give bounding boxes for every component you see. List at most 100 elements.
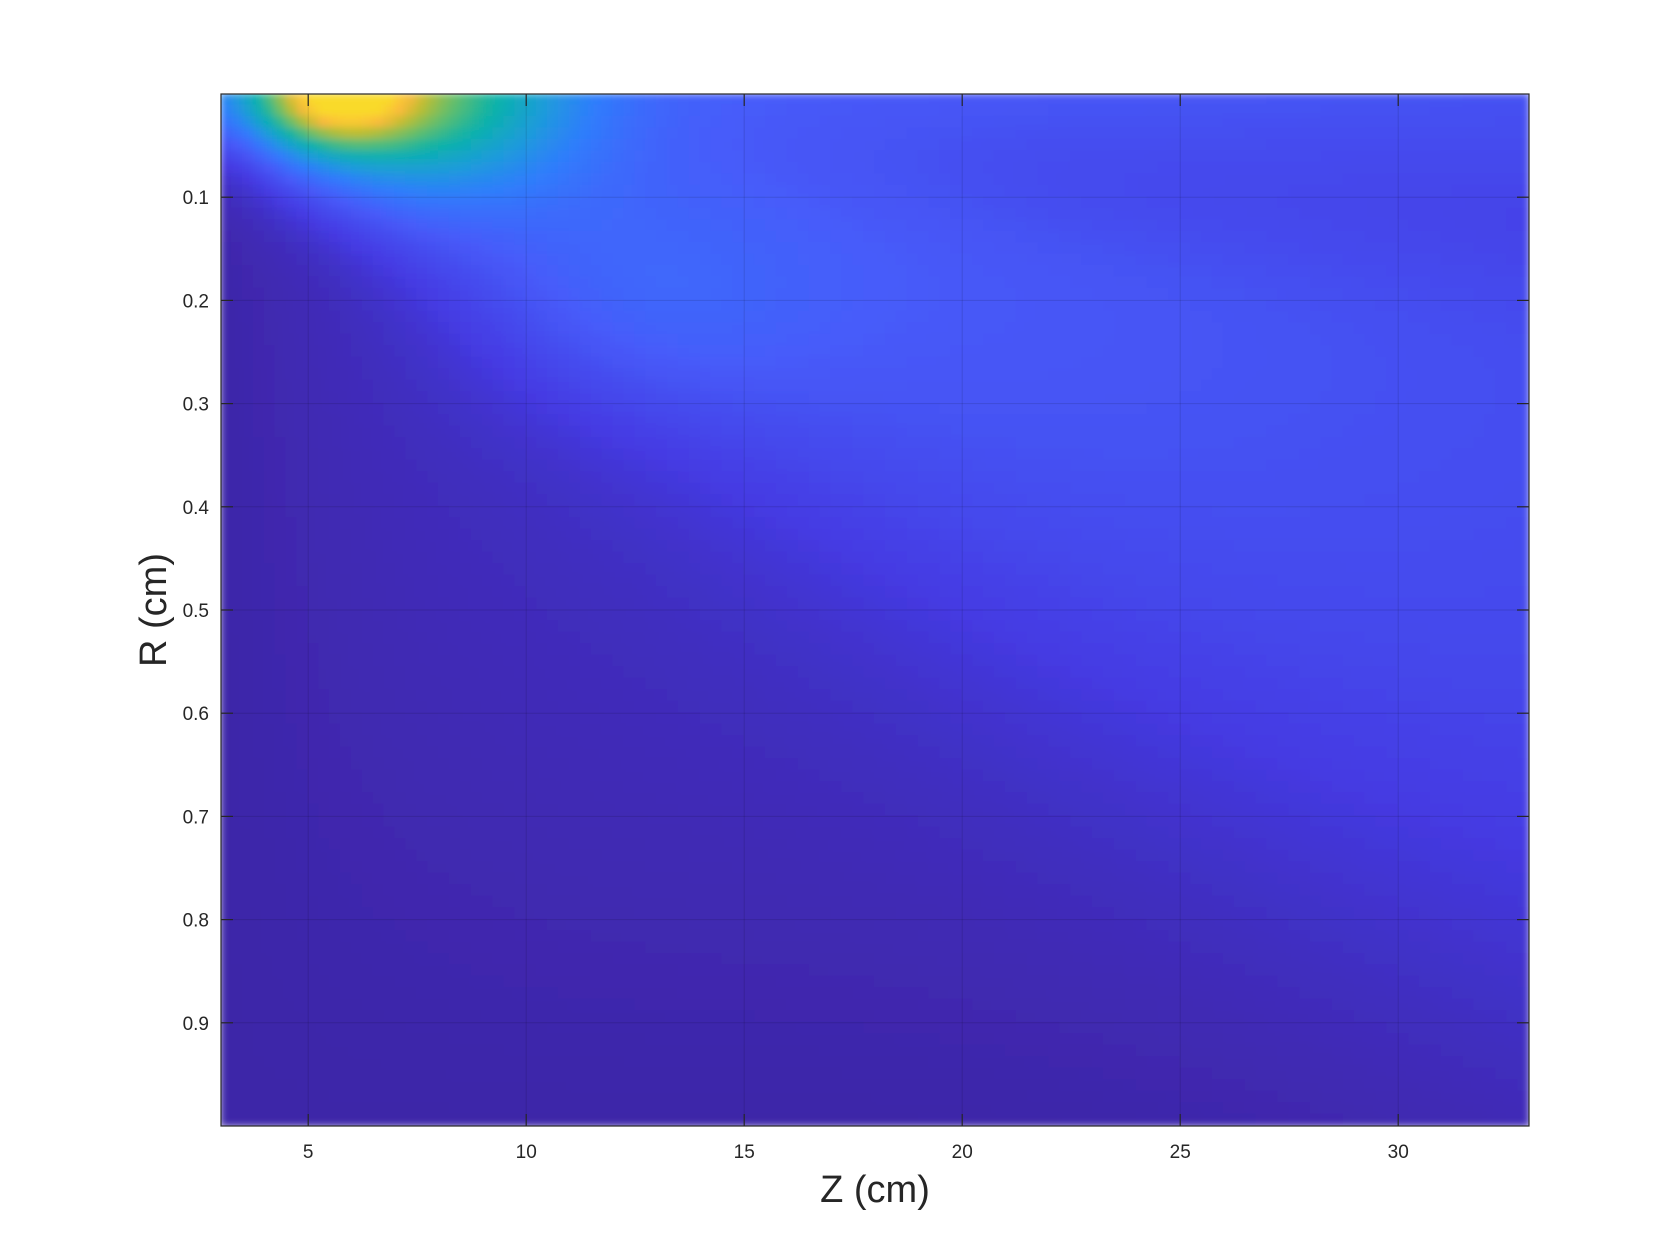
heatmap-cell bbox=[350, 150, 364, 164]
heatmap-cell bbox=[1299, 104, 1312, 118]
heatmap-cell bbox=[579, 276, 593, 290]
heatmap-cell bbox=[699, 276, 713, 290]
heatmap-cell bbox=[350, 265, 364, 279]
heatmap-cell bbox=[1495, 253, 1509, 267]
heatmap-cell bbox=[329, 127, 342, 141]
heatmap-cell bbox=[895, 138, 909, 153]
heatmap-cell bbox=[1201, 173, 1214, 187]
heatmap-cell bbox=[1026, 104, 1040, 118]
heatmap-cell bbox=[252, 115, 266, 130]
heatmap-cell bbox=[285, 150, 299, 164]
heatmap-cell bbox=[339, 242, 353, 256]
heatmap-cell bbox=[1266, 150, 1280, 164]
heatmap-cell bbox=[1113, 219, 1127, 233]
heatmap-cell bbox=[852, 94, 866, 107]
heatmap-cell bbox=[372, 161, 386, 176]
heatmap-cell bbox=[383, 173, 397, 187]
heatmap-cell bbox=[1517, 494, 1529, 508]
heatmap-cell bbox=[601, 219, 615, 233]
heatmap-cell bbox=[241, 230, 255, 245]
heatmap-cell bbox=[874, 265, 887, 279]
heatmap-cell bbox=[928, 184, 942, 199]
heatmap-cell bbox=[1375, 276, 1389, 290]
heatmap-cell bbox=[895, 230, 909, 245]
heatmap-cell bbox=[307, 287, 321, 302]
heatmap-cell bbox=[590, 276, 604, 290]
heatmap-cell bbox=[241, 207, 255, 222]
heatmap-cell bbox=[1244, 253, 1258, 267]
heatmap-cell bbox=[438, 104, 451, 118]
heatmap-cell bbox=[1201, 207, 1214, 222]
heatmap-cell bbox=[1364, 265, 1378, 279]
heatmap-cell bbox=[972, 127, 985, 141]
heatmap-cell bbox=[1484, 184, 1498, 199]
heatmap-cell bbox=[754, 138, 767, 153]
heatmap-cell bbox=[775, 161, 789, 176]
heatmap-cell bbox=[285, 287, 299, 302]
heatmap-cell bbox=[884, 127, 898, 141]
heatmap-cell bbox=[666, 104, 680, 118]
heatmap-cell bbox=[895, 94, 909, 107]
heatmap-cell bbox=[1277, 219, 1291, 233]
heatmap-cell bbox=[536, 138, 549, 153]
heatmap-cell bbox=[950, 230, 964, 245]
heatmap-cell bbox=[1244, 94, 1258, 107]
heatmap-cell bbox=[1517, 94, 1529, 107]
heatmap-cell bbox=[252, 253, 266, 267]
heatmap-cell bbox=[1397, 253, 1411, 267]
heatmap-cell bbox=[1157, 161, 1171, 176]
heatmap-cell bbox=[1266, 94, 1280, 107]
heatmap-cell bbox=[1124, 94, 1138, 107]
heatmap-cell bbox=[492, 127, 506, 141]
heatmap-cell bbox=[710, 150, 724, 164]
heatmap-cell bbox=[1244, 184, 1258, 199]
heatmap-cell bbox=[547, 242, 560, 256]
heatmap-cell bbox=[972, 150, 985, 164]
heatmap-cell bbox=[1429, 150, 1443, 164]
heatmap-cell bbox=[241, 94, 255, 107]
heatmap-cell bbox=[547, 253, 560, 267]
heatmap-cell bbox=[939, 161, 953, 176]
heatmap-cell bbox=[263, 138, 277, 153]
heatmap-cell bbox=[448, 253, 462, 267]
heatmap-cell bbox=[274, 184, 288, 199]
heatmap-cell bbox=[1092, 219, 1105, 233]
heatmap-cell bbox=[514, 276, 528, 290]
heatmap-cell bbox=[329, 265, 342, 279]
heatmap-cell bbox=[263, 161, 277, 176]
heatmap-cell bbox=[1517, 459, 1529, 474]
heatmap-cell bbox=[1135, 242, 1149, 256]
heatmap-cell bbox=[296, 219, 310, 233]
heatmap-cell bbox=[329, 138, 342, 153]
heatmap-cell bbox=[1419, 150, 1432, 164]
heatmap-cell bbox=[1440, 242, 1454, 256]
heatmap-cell bbox=[1375, 138, 1389, 153]
heatmap-cell bbox=[972, 265, 985, 279]
heatmap-cell bbox=[743, 230, 757, 245]
heatmap-cell bbox=[1092, 138, 1105, 153]
heatmap-cell bbox=[1048, 104, 1062, 118]
heatmap-cell bbox=[819, 265, 833, 279]
heatmap-cell bbox=[743, 196, 757, 210]
heatmap-cell bbox=[536, 276, 549, 290]
heatmap-cell bbox=[230, 184, 244, 199]
heatmap-cell bbox=[557, 219, 571, 233]
heatmap-cell bbox=[688, 242, 702, 256]
heatmap-cell bbox=[743, 150, 757, 164]
heatmap-cell bbox=[416, 230, 430, 245]
heatmap-cell bbox=[448, 287, 462, 302]
heatmap-cell bbox=[1397, 276, 1411, 290]
heatmap-cell bbox=[1004, 161, 1018, 176]
heatmap-cell bbox=[318, 287, 331, 302]
heatmap-cell bbox=[1026, 196, 1040, 210]
heatmap-cell bbox=[1342, 242, 1356, 256]
heatmap-cell bbox=[557, 161, 571, 176]
heatmap-cell bbox=[318, 104, 331, 118]
heatmap-cell bbox=[285, 161, 299, 176]
heatmap-cell bbox=[590, 196, 604, 210]
heatmap-cell bbox=[1331, 184, 1345, 199]
heatmap-cell bbox=[1037, 265, 1051, 279]
heatmap-cell bbox=[1211, 150, 1225, 164]
heatmap-cell bbox=[221, 242, 233, 256]
heatmap-cell bbox=[928, 173, 942, 187]
